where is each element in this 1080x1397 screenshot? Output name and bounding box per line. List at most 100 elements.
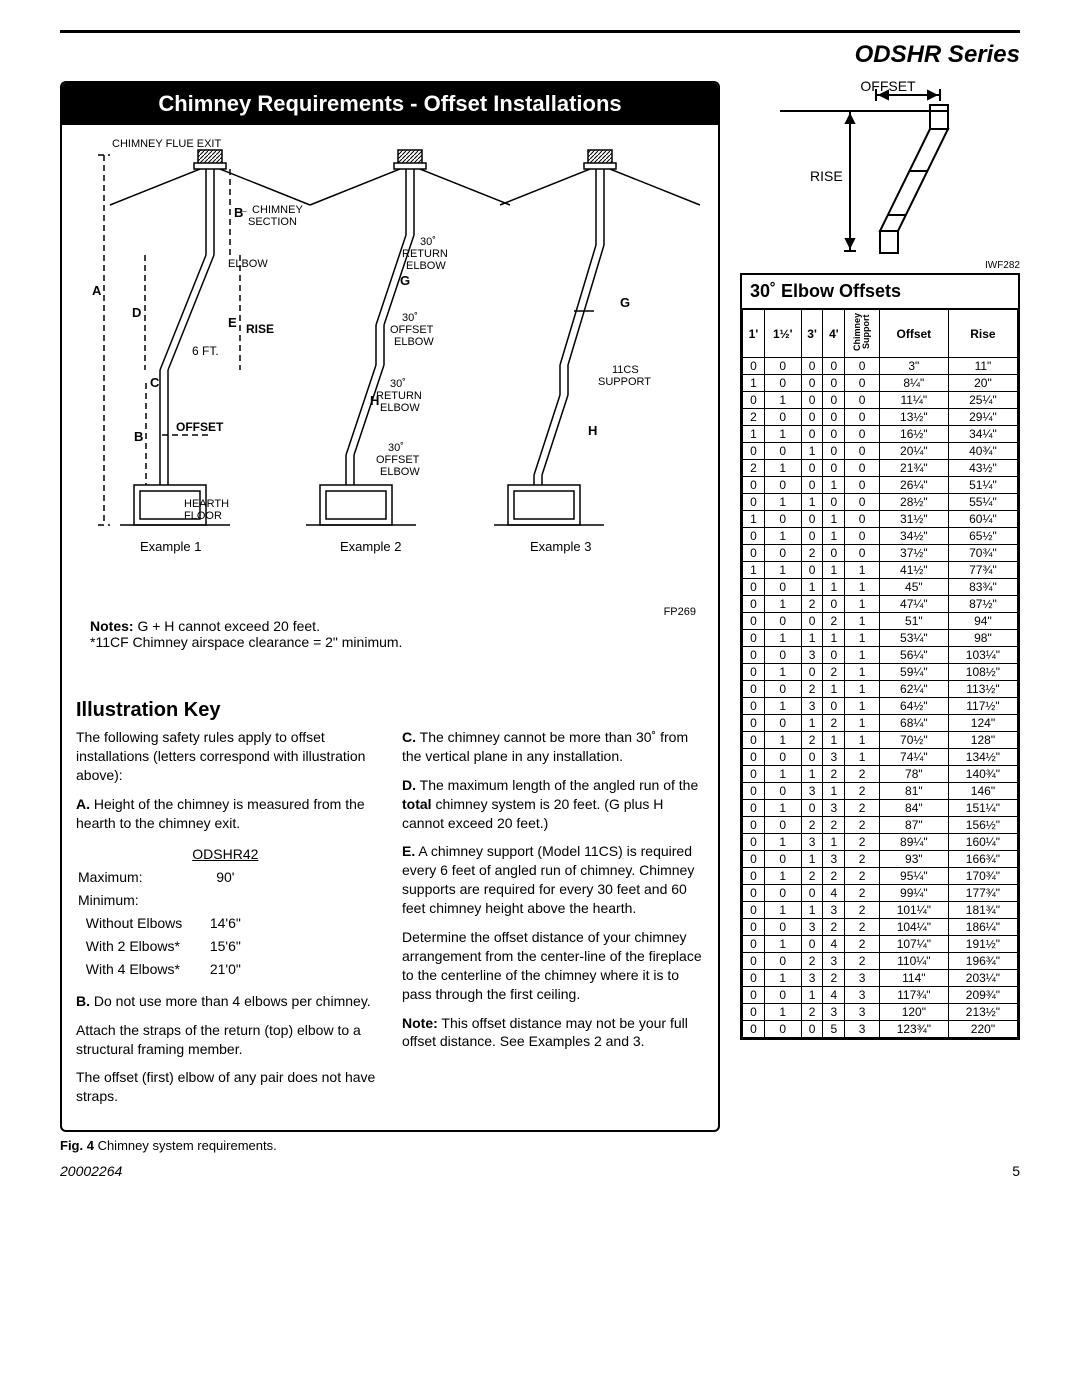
notes-text2: *11CF Chimney airspace clearance = 2" mi…	[90, 634, 402, 650]
svg-text:11CS: 11CS	[612, 364, 639, 376]
col-3ft: 3'	[801, 310, 823, 358]
diagram-svg: A B D E C B RISE 6 FT. OFFSET CHIMNEY FL…	[76, 135, 704, 605]
table-row: 0013293"166¾"	[743, 851, 1018, 868]
elbow-table-wrap: 1' 1½' 3' 4' ChimneySupport Offset Rise …	[740, 309, 1020, 1040]
table-row: 0112278"140¾"	[743, 766, 1018, 783]
table-row: 1100016½"34¼"	[743, 426, 1018, 443]
table-row: 0101034½"65½"	[743, 528, 1018, 545]
series-title: ODSHR Series	[60, 41, 1020, 69]
svg-text:← CHIMNEY: ← CHIMNEY	[238, 204, 303, 216]
rise-label: RISE	[810, 168, 843, 184]
table-row: 0111153¼"98"	[743, 630, 1018, 647]
table-row: 0103284"151¼"	[743, 800, 1018, 817]
table-row: 01042107¼"191½"	[743, 936, 1018, 953]
col-chimney-support: ChimneySupport	[845, 310, 880, 358]
table-row: 00053123¾"220"	[743, 1021, 1018, 1038]
table-row: 0021162¼"113½"	[743, 681, 1018, 698]
table-row: 0031281"146"	[743, 783, 1018, 800]
table-row: 2000013½"29¼"	[743, 409, 1018, 426]
svg-text:ELBOW: ELBOW	[228, 258, 268, 270]
table-row: 0131289¼"160¼"	[743, 834, 1018, 851]
table-row: 00143117¾"209¾"	[743, 987, 1018, 1004]
table-row: 0102159¼"108½"	[743, 664, 1018, 681]
svg-text:OFFSET: OFFSET	[376, 454, 420, 466]
left-column: Chimney Requirements - Offset Installati…	[60, 81, 720, 1132]
svg-text:RETURN: RETURN	[402, 248, 448, 260]
svg-text:Example 3: Example 3	[530, 539, 591, 554]
table-row: 0100011¼"25¼"	[743, 392, 1018, 409]
table-row: 0120147¼"87½"	[743, 596, 1018, 613]
table-row: 0001026¼"51¼"	[743, 477, 1018, 494]
key-B: B. Do not use more than 4 elbows per chi…	[76, 992, 378, 1011]
key-B-attach: Attach the straps of the return (top) el…	[76, 1021, 378, 1059]
svg-text:C: C	[150, 375, 160, 390]
figure-caption: Fig. 4 Chimney system requirements.	[60, 1138, 1020, 1153]
top-rule	[60, 30, 1020, 33]
svg-text:6 FT.: 6 FT.	[192, 344, 219, 358]
key-col-left: The following safety rules apply to offs…	[76, 728, 378, 1116]
table-row: 0002151"94"	[743, 613, 1018, 630]
right-column: OFFSET RISE IWF282 30˚ Elbow Offsets 1' …	[740, 81, 1020, 1132]
notes-label: Notes:	[90, 618, 134, 634]
key-C: C. The chimney cannot be more than 30˚ f…	[402, 728, 704, 766]
table-row: 0030156¼"103¼"	[743, 647, 1018, 664]
table-row: 0004299¼"177¾"	[743, 885, 1018, 902]
elbow-header-row: 1' 1½' 3' 4' ChimneySupport Offset Rise	[743, 310, 1018, 358]
key-B-offset: The offset (first) elbow of any pair doe…	[76, 1068, 378, 1106]
table-row: 0121170½"128"	[743, 732, 1018, 749]
svg-text:Example 2: Example 2	[340, 539, 401, 554]
svg-text:HEARTH: HEARTH	[184, 498, 229, 510]
svg-text:Example 1: Example 1	[140, 539, 201, 554]
svg-text:OFFSET: OFFSET	[176, 420, 224, 434]
table-row: 0122295¼"170¾"	[743, 868, 1018, 885]
col-4ft: 4'	[823, 310, 845, 358]
key-D: D. The maximum length of the angled run …	[402, 776, 704, 833]
diagram-notes: Notes: G + H cannot exceed 20 feet. *11C…	[76, 618, 704, 654]
offset-rise-diagram: OFFSET RISE IWF282	[740, 81, 1020, 271]
col-offset: Offset	[879, 310, 948, 358]
svg-text:SECTION: SECTION	[248, 216, 297, 228]
svg-text:ELBOW: ELBOW	[380, 402, 420, 414]
table-row: 0110028½"55¼"	[743, 494, 1018, 511]
svg-text:A: A	[92, 283, 102, 298]
table-row: 01132101¼"181¾"	[743, 902, 1018, 919]
svg-text:30˚: 30˚	[402, 312, 418, 324]
table-row: 1101141½"77¾"	[743, 562, 1018, 579]
illustration-key: Illustration Key The following safety ru…	[62, 685, 718, 1130]
table-row: 1001031½"60¼"	[743, 511, 1018, 528]
table-row: 0010020¼"40¾"	[743, 443, 1018, 460]
col-1ft: 1'	[743, 310, 765, 358]
svg-text:OFFSET: OFFSET	[390, 324, 434, 336]
table-row: 0022287"156½"	[743, 817, 1018, 834]
table-row: 0130164½"117½"	[743, 698, 1018, 715]
illus-key-title: Illustration Key	[76, 699, 704, 722]
page-number: 5	[1012, 1163, 1020, 1179]
svg-text:CHIMNEY FLUE EXIT: CHIMNEY FLUE EXIT	[112, 138, 221, 150]
svg-text:E: E	[228, 315, 237, 330]
notes-text1: G + H cannot exceed 20 feet.	[134, 618, 320, 634]
table-row: 0012168¼"124"	[743, 715, 1018, 732]
main-layout: Chimney Requirements - Offset Installati…	[60, 81, 1020, 1132]
svg-text:ELBOW: ELBOW	[394, 336, 434, 348]
table-row: 01233120"213½"	[743, 1004, 1018, 1021]
doc-number: 20002264	[60, 1163, 122, 1179]
height-table: ODSHR42 Maximum:90'Minimum: Without Elbo…	[76, 842, 268, 981]
elbow-offsets-title: 30˚ Elbow Offsets	[740, 273, 1020, 309]
key-intro: The following safety rules apply to offs…	[76, 728, 378, 785]
svg-text:D: D	[132, 305, 141, 320]
table-row: 00322104¼"186¼"	[743, 919, 1018, 936]
ht-header: ODSHR42	[192, 844, 266, 865]
svg-text:RISE: RISE	[246, 322, 274, 336]
svg-text:SUPPORT: SUPPORT	[598, 376, 651, 388]
svg-text:FLOOR: FLOOR	[184, 510, 222, 522]
key-E: E. A chimney support (Model 11CS) is req…	[402, 842, 704, 918]
svg-text:30˚: 30˚	[388, 442, 404, 454]
svg-text:30˚: 30˚	[420, 236, 436, 248]
key-A: A. Height of the chimney is measured fro…	[76, 795, 378, 833]
svg-text:G: G	[620, 295, 630, 310]
table-row: 01323114"203¼"	[743, 970, 1018, 987]
key-col-right: C. The chimney cannot be more than 30˚ f…	[402, 728, 704, 1116]
col-rise: Rise	[948, 310, 1017, 358]
svg-text:B: B	[134, 429, 143, 444]
section-banner: Chimney Requirements - Offset Installati…	[62, 83, 718, 125]
